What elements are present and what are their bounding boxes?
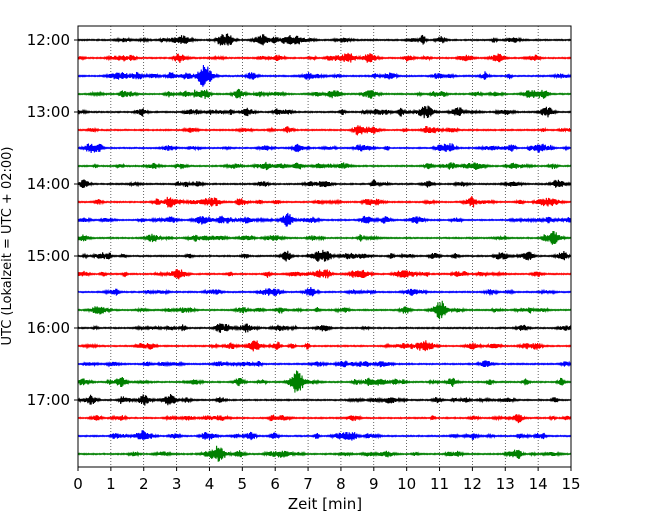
trace-1645 [77,370,572,393]
x-tick-label-15: 15 [561,475,580,493]
plot-frame [77,25,572,468]
x-tick-label-12: 12 [463,475,482,493]
trace-1300 [77,105,572,119]
y-axis-title: UTC (Lokalzeit = UTC + 02:00) [0,147,15,346]
y-tick-label-1: 13:00 [27,103,70,121]
trace-1415 [77,195,572,208]
y-tick-label-0: 12:00 [27,31,70,49]
trace-1445 [77,231,572,245]
x-tick-label-2: 2 [139,475,149,493]
trace-1200 [77,33,572,46]
x-tick-label-5: 5 [238,475,248,493]
trace-1500 [77,249,572,262]
trace-1600 [77,323,572,333]
x-tick-label-9: 9 [369,475,379,493]
x-axis-ticks: 0 1 2 3 4 5 6 7 8 9 10 11 12 13 14 15 [73,467,581,493]
x-tick-label-1: 1 [106,475,116,493]
y-tick-label-5: 17:00 [27,391,70,409]
x-tick-label-7: 7 [303,475,313,493]
x-axis-title: Zeit [min] [288,495,362,513]
trace-1545 [77,300,572,320]
trace-1215 [77,52,572,63]
trace-1745 [77,445,572,462]
y-tick-label-3: 15:00 [27,247,70,265]
trace-1430 [77,212,572,227]
seismogram-traces [77,33,572,462]
x-tick-label-11: 11 [430,475,449,493]
x-tick-label-13: 13 [496,475,515,493]
x-tick-label-3: 3 [172,475,182,493]
trace-1345 [77,161,572,171]
trace-1615 [77,340,572,352]
x-tick-label-8: 8 [336,475,346,493]
y-axis-ticks: 12:00 13:00 14:00 15:00 16:00 17:00 [27,31,78,409]
x-tick-label-10: 10 [397,475,416,493]
x-tick-label-0: 0 [73,475,83,493]
trace-1315 [77,125,572,136]
y-tick-label-2: 14:00 [27,175,70,193]
trace-1330 [77,143,572,154]
x-tick-label-14: 14 [529,475,548,493]
trace-1700 [77,394,572,406]
trace-1715 [77,414,572,424]
trace-1515 [77,268,572,280]
trace-1400 [77,179,572,189]
trace-1245 [77,88,572,100]
trace-1530 [77,286,572,297]
trace-1630 [77,360,572,368]
x-tick-label-4: 4 [205,475,215,493]
x-tick-label-6: 6 [270,475,280,493]
y-tick-label-4: 16:00 [27,319,70,337]
trace-1730 [77,430,572,441]
trace-1230 [77,64,572,87]
